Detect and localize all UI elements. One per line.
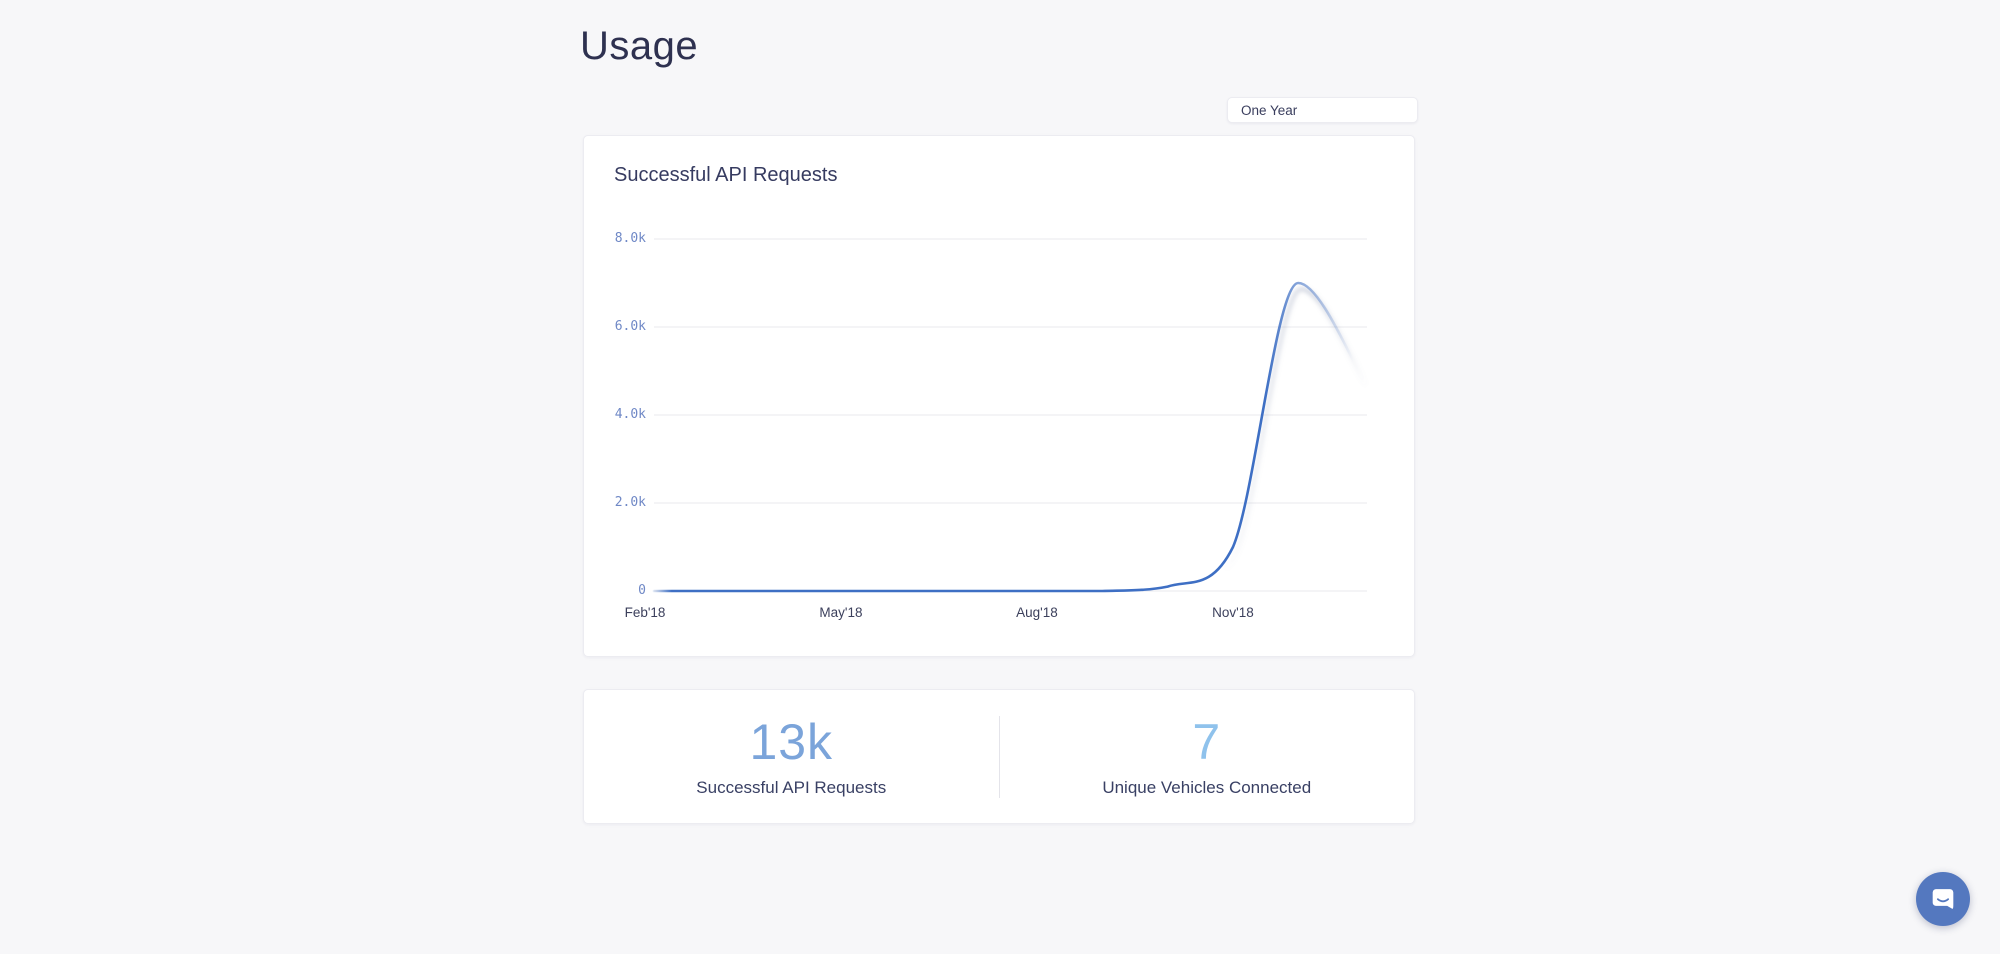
chat-launcher-button[interactable] [1916, 872, 1970, 926]
stat-value: 13k [749, 714, 834, 770]
stat-unique-vehicles-connected: 7 Unique Vehicles Connected [1000, 690, 1415, 823]
gridlines [654, 238, 1367, 592]
usage-summary-card: 13k Successful API Requests 7 Unique Veh… [583, 689, 1415, 824]
line-chart: 8.0k 6.0k 4.0k 2.0k 0 Feb'18 May'18 Aug'18 Nov'… [584, 136, 1416, 658]
x-tick-label: Feb'18 [624, 605, 666, 620]
chart-canvas [652, 238, 1369, 599]
stat-label: Unique Vehicles Connected [1102, 777, 1312, 797]
stat-value: 7 [1192, 714, 1222, 770]
intercom-chat-bubble-icon [1932, 889, 1954, 909]
api-requests-chart-card: Successful API Requests [583, 135, 1415, 657]
period-select-value: One Year [1241, 102, 1298, 118]
y-tick-label: 4.0k [614, 407, 646, 422]
y-tick-label: 6.0k [614, 319, 646, 334]
page-title: Usage [580, 24, 699, 68]
y-tick-label: 0 [638, 583, 646, 598]
series-line [652, 281, 1365, 593]
chart-title: Successful API Requests [614, 164, 838, 186]
stat-divider [998, 715, 1000, 798]
series-line-shadow [656, 287, 1369, 599]
y-tick-label: 8.0k [614, 231, 646, 246]
y-tick-label: 2.0k [614, 495, 646, 510]
stat-successful-api-requests: 13k Successful API Requests [584, 690, 999, 823]
period-select-dropdown[interactable]: One Year [1227, 97, 1418, 123]
x-tick-label: Aug'18 [1016, 605, 1058, 620]
stat-label: Successful API Requests [696, 777, 887, 797]
x-tick-label: Nov'18 [1212, 605, 1254, 620]
x-tick-label: May'18 [819, 605, 863, 620]
